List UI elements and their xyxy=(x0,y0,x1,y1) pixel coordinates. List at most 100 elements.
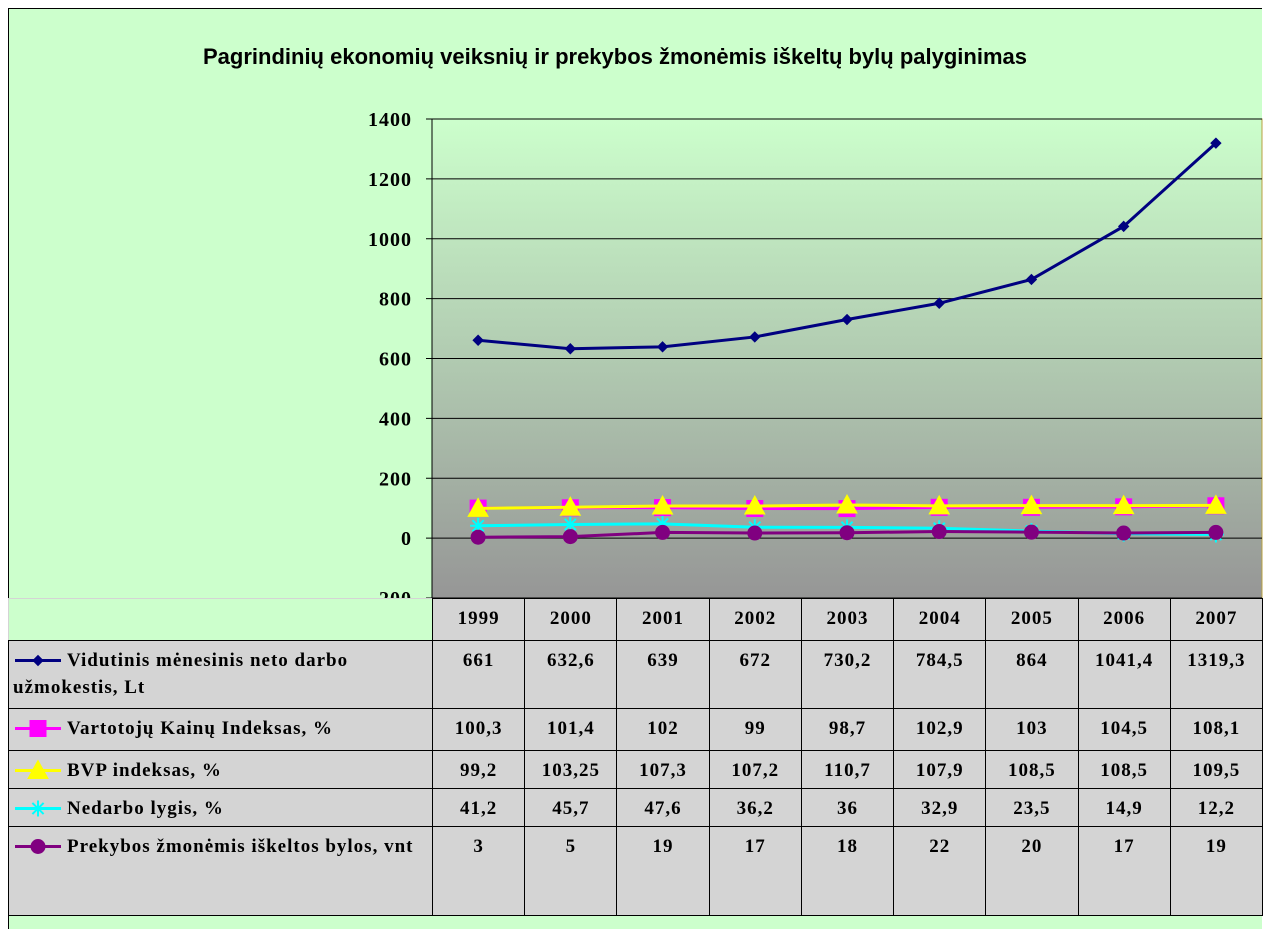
cell-text: 23,5 xyxy=(1013,798,1051,819)
cell-text: 99 xyxy=(744,718,766,739)
x-tick-label: 2007 xyxy=(1169,598,1263,641)
marker xyxy=(564,343,577,355)
marker xyxy=(747,525,763,541)
marker xyxy=(1117,220,1130,233)
data-label: 1041,4 xyxy=(1077,640,1171,709)
marker xyxy=(749,331,761,343)
cell-text: 101,4 xyxy=(546,718,595,739)
y-tick-label: 1000 xyxy=(368,229,412,251)
legend-label: Vidutinis mėnesinis neto darbo užmokesti… xyxy=(13,650,349,698)
marker xyxy=(1210,137,1222,149)
table-row: Prekybos žmonėmis iškeltos bylos, vnt 3 5 1… xyxy=(8,826,1263,916)
data-label: 1319,3 xyxy=(1169,640,1263,709)
cell-text: 2003 xyxy=(826,608,869,629)
marker xyxy=(656,341,669,353)
marker xyxy=(836,493,858,514)
x-tick-label: 1999 xyxy=(431,598,526,641)
cell-text: 632,6 xyxy=(546,650,595,671)
cell-text: 2002 xyxy=(734,608,777,629)
data-label: 108,5 xyxy=(985,750,1079,789)
cell-text: 107,3 xyxy=(639,760,687,781)
cell-text: 2006 xyxy=(1103,608,1146,629)
data-label: 17 xyxy=(1077,826,1171,916)
data-label: 110,7 xyxy=(800,750,895,789)
data-label: 101,4 xyxy=(524,708,618,751)
cell-text: 672 xyxy=(739,650,772,671)
data-label: 47,6 xyxy=(616,788,710,827)
cell-text: 107,2 xyxy=(731,760,780,781)
legend-key xyxy=(15,800,61,817)
data-label: 17 xyxy=(708,826,802,916)
data-label: 3 xyxy=(431,826,526,916)
y-tick-label: 1200 xyxy=(368,169,412,191)
cell-text: 36 xyxy=(836,798,858,819)
cell-text: 110,7 xyxy=(824,760,871,781)
data-label: 19 xyxy=(616,826,710,916)
y-tick-label: 800 xyxy=(379,289,412,311)
cell-text: 784,5 xyxy=(915,650,964,671)
x-tick-label: 2004 xyxy=(893,598,987,641)
cell-text: 19 xyxy=(652,836,674,857)
legend-entry: Vidutinis mėnesinis neto darbo užmokesti… xyxy=(8,640,433,709)
cell-text: 864 xyxy=(1016,650,1048,671)
cell-text: 102 xyxy=(647,718,679,739)
marker xyxy=(1025,273,1038,286)
data-label: 32,9 xyxy=(893,788,987,827)
data-label: 102,9 xyxy=(893,708,987,751)
marker xyxy=(743,495,766,515)
cell-text: 102,9 xyxy=(915,718,964,739)
legend-key xyxy=(15,720,61,737)
cell-text: 3 xyxy=(473,836,484,857)
data-label: 99 xyxy=(708,708,802,751)
data-label: 864 xyxy=(985,640,1079,709)
data-label: 18 xyxy=(800,826,895,916)
cell-text: 109,5 xyxy=(1192,760,1241,781)
cell-text: 1999 xyxy=(457,608,500,629)
data-label: 672 xyxy=(708,640,802,709)
x-tick-label: 2003 xyxy=(800,598,895,641)
cell-text: 1041,4 xyxy=(1095,650,1154,671)
data-label: 5 xyxy=(524,826,618,916)
cell-text: 2005 xyxy=(1010,608,1053,629)
cell-text: 22 xyxy=(929,836,951,857)
marker xyxy=(1023,524,1039,540)
table-row: Vartotojų Kainų Indeksas, % 100,3 101,4 102… xyxy=(8,708,1263,751)
x-tick-label: 2005 xyxy=(985,598,1079,641)
marker xyxy=(30,800,46,817)
marker xyxy=(32,654,44,667)
data-label: 661 xyxy=(431,640,526,709)
cell-text: 1319,3 xyxy=(1187,650,1246,671)
marker xyxy=(1208,524,1224,540)
cell-text: 17 xyxy=(1113,836,1135,857)
cell-text: 36,2 xyxy=(736,798,774,819)
cell-text: 18 xyxy=(836,836,858,857)
marker xyxy=(651,494,674,515)
y-tick-label: 1400 xyxy=(368,109,412,131)
cell-text: 108,5 xyxy=(1100,760,1149,781)
x-tick-label: 2001 xyxy=(616,598,710,641)
legend-entry: Nedarbo lygis, % xyxy=(8,788,433,827)
cell-text: 14,9 xyxy=(1105,798,1143,819)
marker xyxy=(30,839,46,854)
legend-key xyxy=(15,654,61,667)
data-label: 19 xyxy=(1169,826,1263,916)
table-row: Nedarbo lygis, % 41,2 45,7 47,6 36,2 36 32,9 23… xyxy=(8,788,1263,827)
marker xyxy=(1205,494,1227,514)
data-label: 12,2 xyxy=(1169,788,1263,827)
x-tick-label: 2006 xyxy=(1077,598,1171,641)
cell-text: 2004 xyxy=(918,608,961,629)
data-label: 784,5 xyxy=(893,640,987,709)
data-label: 103,25 xyxy=(524,750,618,789)
cell-text: 17 xyxy=(744,836,766,857)
data-label: 14,9 xyxy=(1077,788,1171,827)
table-row: 1999 2000 2001 2002 2003 2004 2005 2006 2007 xyxy=(8,598,1263,641)
marker xyxy=(27,759,49,779)
cell-text: 12,2 xyxy=(1197,798,1235,819)
data-label: 102 xyxy=(616,708,710,751)
y-tick-label: 600 xyxy=(379,349,412,371)
data-label: 104,5 xyxy=(1077,708,1171,751)
data-label: 107,3 xyxy=(616,750,710,789)
x-tick-label: 2002 xyxy=(708,598,802,641)
cell-text: 661 xyxy=(462,650,495,671)
data-label: 107,2 xyxy=(708,750,802,789)
